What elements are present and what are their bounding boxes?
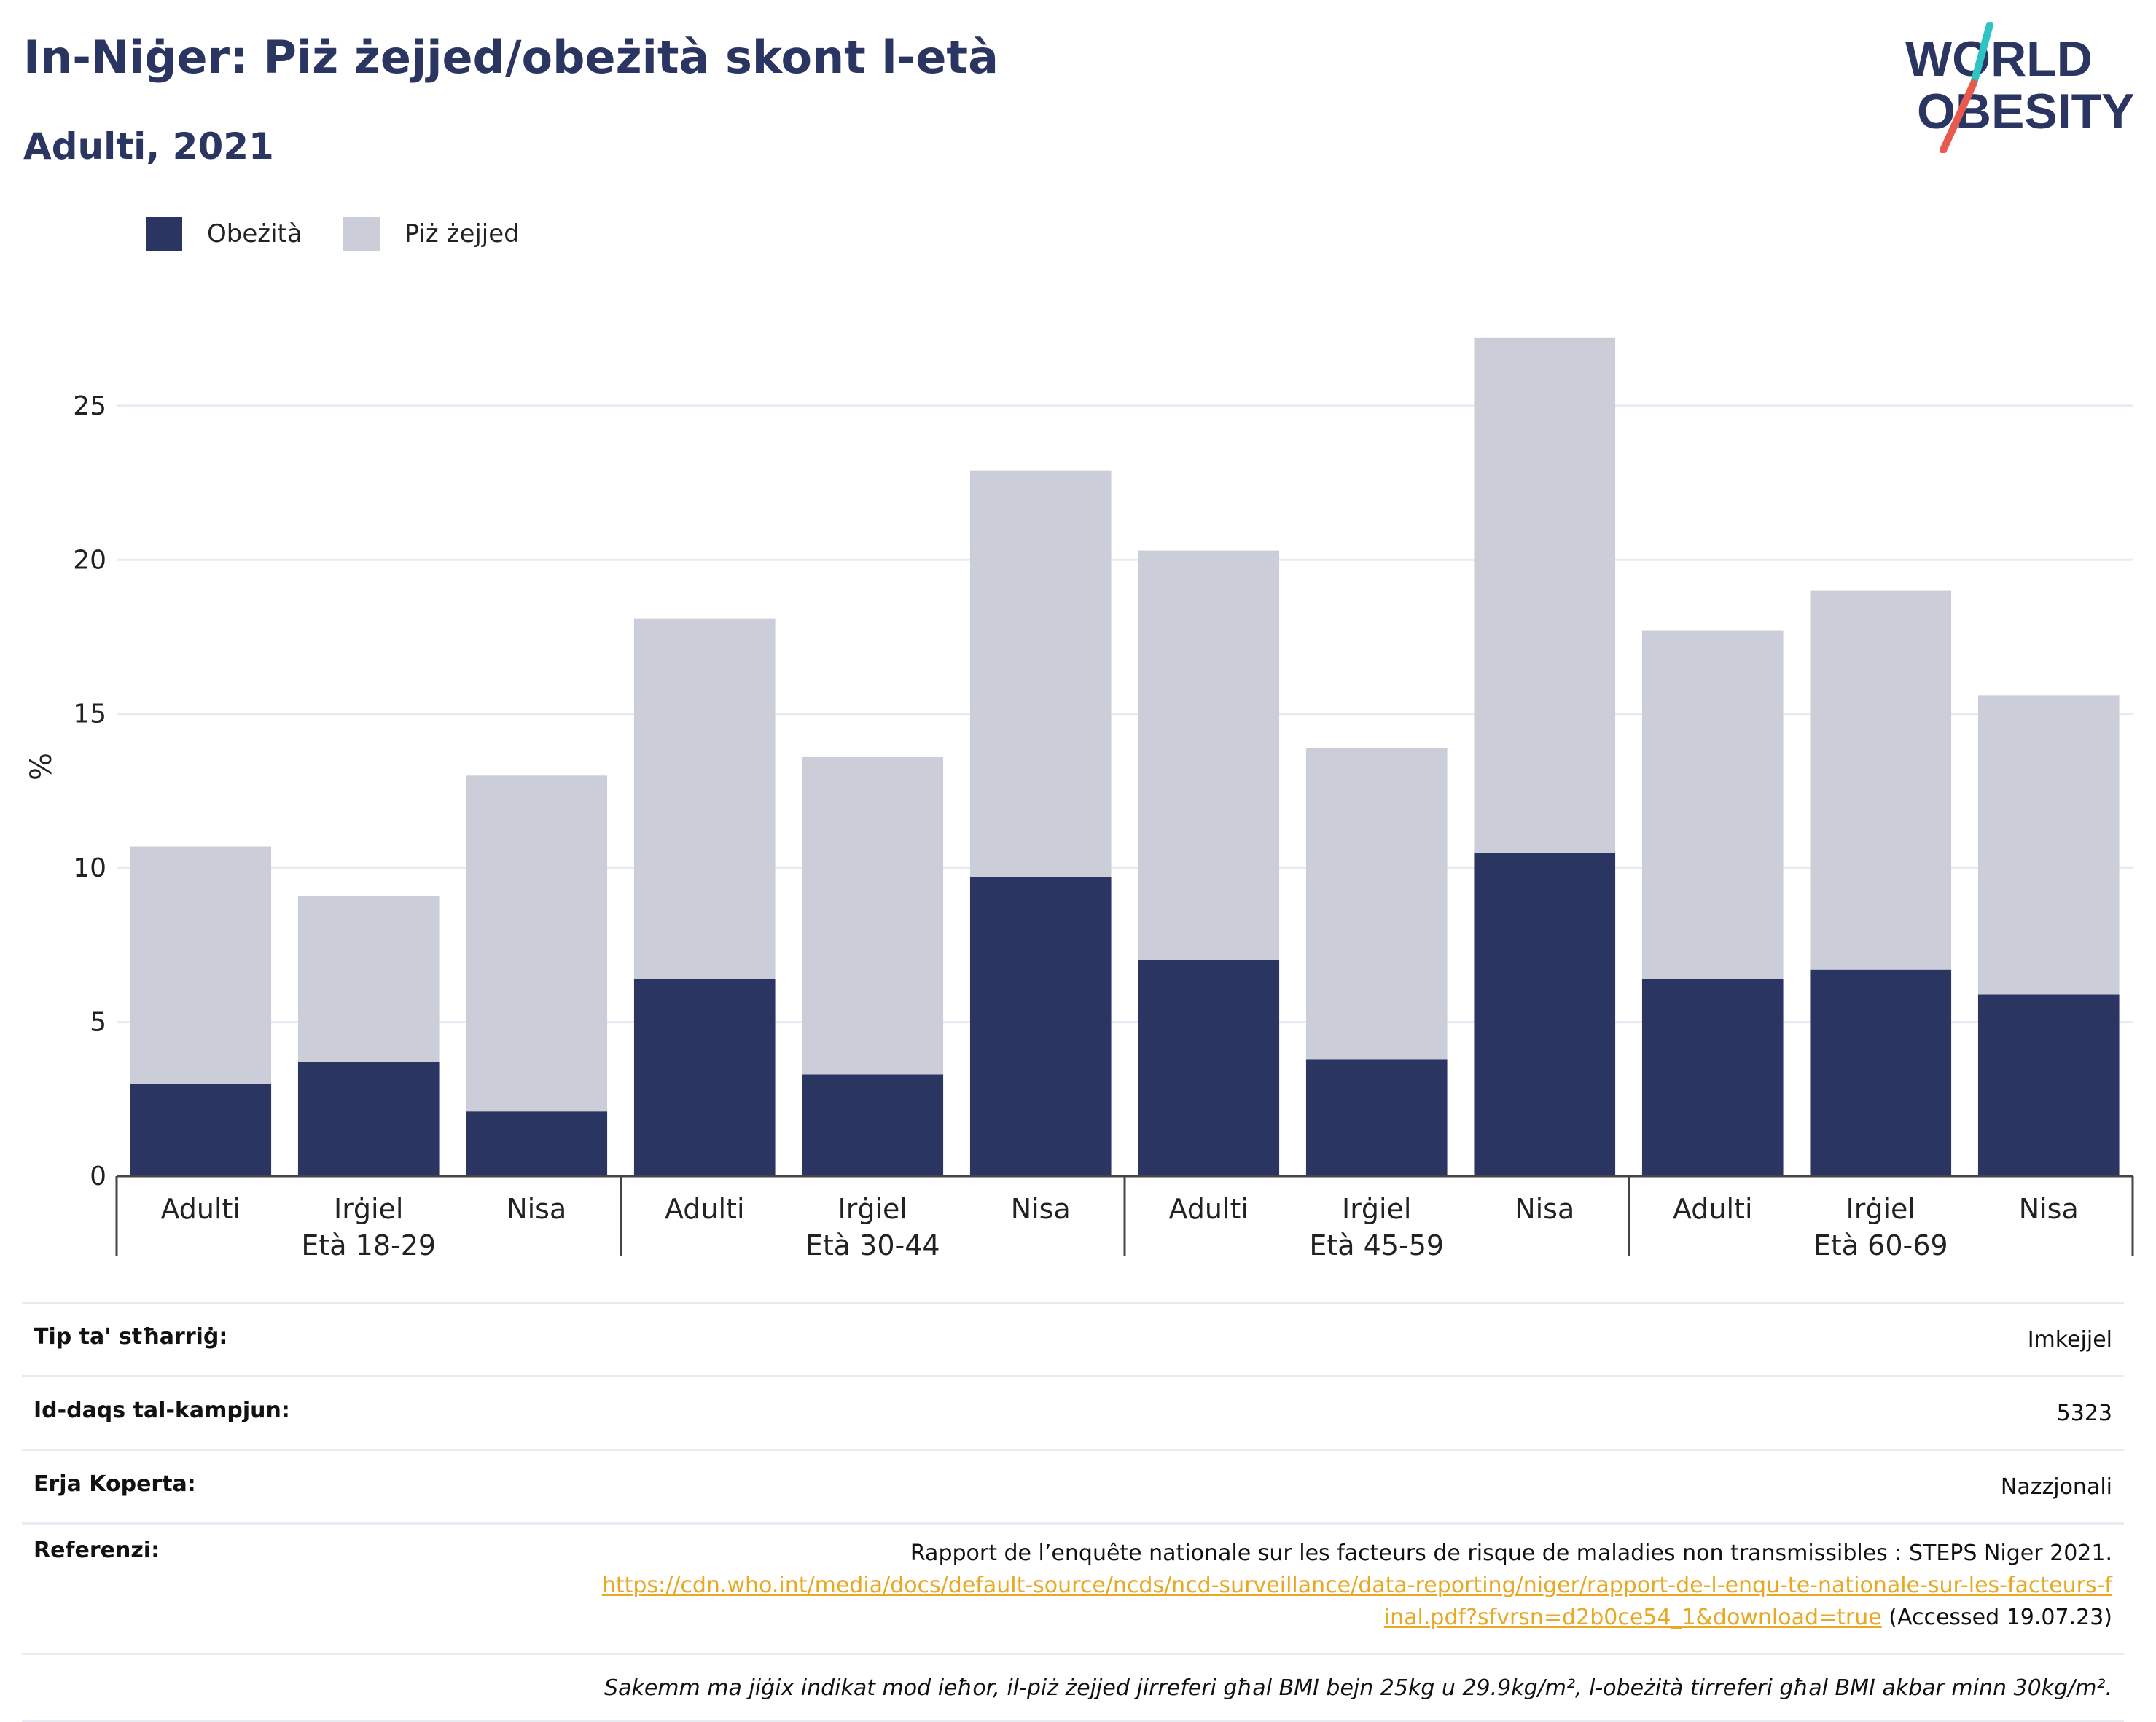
bar-overweight [466, 775, 608, 1112]
bar-obesity [633, 979, 776, 1176]
group-label: Età 45-59 [1309, 1229, 1444, 1261]
info-table: Tip ta' stħarriġ: Imkejjel Id-daqs tal-k… [22, 1302, 2124, 1722]
survey-type-label: Tip ta' stħarriġ: [34, 1324, 228, 1350]
info-row-sample-size: Id-daqs tal-kampjun: 5323 [22, 1375, 2124, 1449]
logo-slash-red [1940, 79, 1977, 153]
bar-overweight [1474, 337, 1616, 853]
x-tick-label: Nisa [2019, 1193, 2079, 1225]
x-tick-label: Irġiel [838, 1193, 907, 1225]
sample-size-label: Id-daqs tal-kampjun: [34, 1398, 290, 1423]
x-tick-label: Adulti [160, 1193, 241, 1225]
bar-obesity [1305, 1059, 1448, 1176]
bar-obesity [1474, 853, 1616, 1176]
chart-legend: Obeżità Piż żejjed [146, 217, 561, 251]
bar-overweight [969, 470, 1112, 877]
legend-item-overweight[interactable]: Piż żejjed [343, 217, 520, 251]
reference-link[interactable]: https://cdn.who.int/media/docs/default-s… [601, 1573, 2112, 1630]
info-row-references: Referenzi: Rapport de l’enquête national… [22, 1522, 2124, 1653]
x-tick-label: Nisa [1011, 1193, 1071, 1225]
bar-obesity [297, 1062, 440, 1176]
y-tick-label: 20 [73, 545, 106, 575]
reference-text: Rapport de l’enquête nationale sur les f… [910, 1541, 2112, 1566]
page-title: In-Niġer: Piż żejjed/obeżità skont l-età [23, 31, 999, 84]
x-tick-label: Nisa [1515, 1193, 1574, 1225]
x-tick-label: Irġiel [334, 1193, 403, 1225]
bar-overweight [1305, 748, 1448, 1060]
bar-overweight [1138, 550, 1280, 960]
info-row-coverage: Erja Koperta: Nazzjonali [22, 1449, 2124, 1522]
x-tick-label: Irġiel [1846, 1193, 1915, 1225]
bar-overweight [297, 896, 440, 1062]
bar-overweight [1977, 695, 2120, 995]
logo-line1: WORLD [1905, 31, 2093, 87]
bar-obesity [1641, 979, 1784, 1176]
stacked-bar-chart: 0 5 10 15 20 25% Adulti Irġiel Nisa Adulti Irġiel N… [25, 337, 2134, 1261]
bar-obesity [1138, 960, 1280, 1176]
bar-obesity [802, 1074, 944, 1176]
group-label: Età 30-44 [805, 1229, 940, 1261]
bar-overweight [802, 756, 944, 1075]
reference-accessed: (Accessed 19.07.23) [1889, 1605, 2112, 1630]
y-tick-label: 10 [73, 853, 106, 883]
legend-label-obesity: Obeżità [207, 219, 302, 248]
info-row-footnote: Sakemm ma jiġix indikat mod ieħor, il-pi… [22, 1653, 2124, 1722]
x-tick-label: Adulti [665, 1193, 745, 1225]
bar-overweight [1810, 590, 1952, 970]
bar-obesity [1977, 994, 2120, 1176]
sample-size-value: 5323 [2056, 1401, 2112, 1426]
coverage-label: Erja Koperta: [34, 1471, 196, 1497]
y-tick-label: 25 [73, 391, 106, 421]
bar-obesity [1810, 969, 1952, 1176]
logo-slash-teal [1970, 22, 1993, 87]
x-tick-label: Irġiel [1342, 1193, 1411, 1225]
references-value: Rapport de l’enquête nationale sur les f… [596, 1538, 2112, 1634]
y-tick-label: 5 [90, 1008, 106, 1038]
x-tick-label: Adulti [1168, 1193, 1249, 1225]
bar-overweight [130, 846, 272, 1084]
x-tick-label: Adulti [1673, 1193, 1753, 1225]
bar-obesity [130, 1084, 272, 1176]
page-subtitle: Adulti, 2021 [23, 125, 274, 168]
group-label: Età 18-29 [301, 1229, 436, 1261]
survey-type-value: Imkejjel [2027, 1327, 2112, 1353]
info-row-survey-type: Tip ta' stħarriġ: Imkejjel [22, 1302, 2124, 1375]
y-axis-label: % [25, 753, 58, 780]
world-obesity-logo: WORLD OBESITY [1905, 22, 2135, 153]
footnote: Sakemm ma jiġix indikat mod ieħor, il-pi… [604, 1675, 2112, 1701]
legend-item-obesity[interactable]: Obeżità [146, 217, 302, 251]
bar-obesity [466, 1111, 608, 1176]
coverage-value: Nazzjonali [2000, 1474, 2112, 1500]
references-label: Referenzi: [34, 1538, 160, 1563]
y-tick-label: 15 [73, 700, 106, 729]
legend-swatch-obesity [146, 217, 182, 251]
legend-swatch-overweight [343, 217, 380, 251]
y-tick-label: 0 [90, 1162, 106, 1191]
bar-overweight [633, 618, 776, 979]
group-label: Età 60-69 [1813, 1229, 1948, 1261]
x-tick-label: Nisa [507, 1193, 566, 1225]
bar-overweight [1641, 630, 1784, 979]
legend-label-overweight: Piż żejjed [404, 219, 520, 248]
bar-obesity [969, 877, 1112, 1176]
